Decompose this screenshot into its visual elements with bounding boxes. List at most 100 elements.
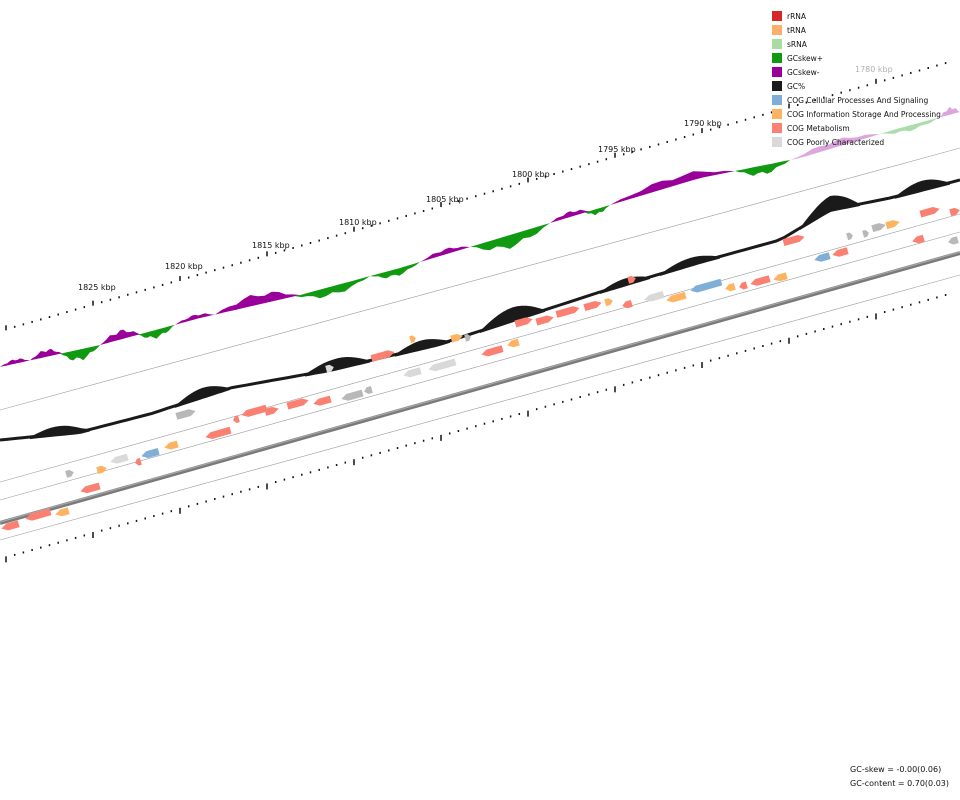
gene-arrow bbox=[948, 236, 959, 245]
kbp-label: 1795 kbp bbox=[598, 145, 636, 154]
gene-arrow bbox=[725, 282, 736, 292]
gene-arrow bbox=[96, 465, 107, 475]
gc-content-line bbox=[0, 178, 960, 442]
kbp-label: 1820 kbp bbox=[165, 262, 203, 271]
kbp-label: 1815 kbp bbox=[252, 241, 290, 250]
gene-arrow bbox=[832, 247, 849, 257]
legend-item-gc-percent: GC% bbox=[772, 79, 958, 93]
legend-swatch bbox=[772, 11, 782, 21]
kbp-label: 1825 kbp bbox=[78, 283, 116, 292]
legend-item-cog-information: COG Information Storage And Processing bbox=[772, 107, 958, 121]
legend-label: GCskew+ bbox=[787, 53, 824, 63]
gene-arrow bbox=[205, 426, 232, 439]
gene-arrow bbox=[164, 440, 179, 450]
legend-swatch bbox=[772, 81, 782, 91]
gc-skew-segment bbox=[175, 313, 215, 325]
gene-arrow bbox=[846, 232, 853, 241]
gene-arrow bbox=[409, 335, 416, 343]
gene-arrow bbox=[233, 415, 240, 424]
gene-arrow bbox=[364, 386, 373, 394]
gc-skew-segment bbox=[100, 329, 140, 345]
legend-item-srna: sRNA bbox=[772, 37, 958, 51]
gene-arrow bbox=[55, 507, 70, 517]
gc-skew-segment bbox=[470, 223, 550, 251]
legend-label: GCskew- bbox=[787, 67, 820, 77]
gene-arrow bbox=[25, 508, 52, 521]
gene-arrow bbox=[241, 404, 268, 417]
gc-skew-segment bbox=[370, 262, 420, 279]
legend-swatch bbox=[772, 25, 782, 35]
gene-arrow bbox=[450, 333, 463, 343]
gc-skew-segment bbox=[215, 291, 300, 315]
gene-arrow bbox=[325, 364, 334, 373]
gc-skew-segment bbox=[790, 134, 880, 160]
gc-content-stat: GC-content = 0.70(0.03) bbox=[850, 779, 949, 788]
legend-swatch bbox=[772, 53, 782, 63]
gene-arrow bbox=[690, 278, 723, 293]
gene-arrow bbox=[175, 409, 196, 420]
gene-arrow bbox=[535, 315, 554, 326]
gc-skew-segment bbox=[0, 358, 30, 367]
track-guide-line bbox=[0, 213, 960, 483]
gene-arrow bbox=[286, 398, 309, 410]
gene-arrow bbox=[507, 338, 520, 348]
legend-label: COG Metabolism bbox=[787, 123, 850, 133]
feature-track bbox=[1, 206, 960, 531]
legend-swatch bbox=[772, 109, 782, 119]
gc-skew-segment bbox=[585, 205, 610, 216]
gene-arrow bbox=[644, 291, 665, 302]
kbp-label: 1780 kbp bbox=[855, 65, 893, 74]
gene-arrow bbox=[750, 275, 771, 286]
gc-skew-segment bbox=[420, 246, 470, 262]
legend-swatch bbox=[772, 123, 782, 133]
backbone-line bbox=[0, 251, 960, 525]
gene-arrow bbox=[428, 358, 457, 372]
gene-arrow bbox=[739, 281, 748, 290]
legend-label: GC% bbox=[787, 81, 806, 91]
legend-item-cog-poorly: COG Poorly Characterized bbox=[772, 135, 958, 149]
backbone-highlight bbox=[0, 251, 960, 523]
gene-arrow bbox=[135, 458, 142, 466]
legend-swatch bbox=[772, 137, 782, 147]
gene-arrow bbox=[403, 367, 422, 378]
gc-skew-segment bbox=[295, 276, 370, 299]
gene-arrow bbox=[871, 223, 886, 233]
gene-arrow bbox=[141, 447, 160, 458]
gene-arrow bbox=[862, 229, 869, 238]
gc-skew-segment bbox=[940, 106, 960, 118]
gene-arrow bbox=[313, 395, 332, 406]
gene-arrow bbox=[264, 406, 279, 416]
track-guide-line bbox=[0, 231, 960, 501]
gene-arrow bbox=[1, 520, 20, 531]
legend-label: COG Cellular Processes And Signaling bbox=[787, 95, 929, 105]
legend-item-rrna: rRNA bbox=[772, 9, 958, 23]
gene-arrow bbox=[583, 301, 602, 312]
legend-label: sRNA bbox=[787, 39, 807, 49]
legend-label: COG Information Storage And Processing bbox=[787, 109, 941, 119]
gc-skew-segment bbox=[550, 209, 590, 223]
legend-swatch bbox=[772, 39, 782, 49]
legend-item-cog-cellular: COG Cellular Processes And Signaling bbox=[772, 93, 958, 107]
gc-skew-stat: GC-skew = -0.00(0.06) bbox=[850, 765, 942, 774]
track-guide-lines bbox=[0, 147, 960, 541]
gene-arrow bbox=[65, 469, 74, 478]
gc-skew-segment bbox=[30, 348, 62, 361]
legend-swatch bbox=[772, 95, 782, 105]
legend-label: rRNA bbox=[787, 11, 807, 21]
gene-arrow bbox=[110, 453, 129, 464]
gene-arrow bbox=[370, 350, 395, 362]
gene-arrow bbox=[885, 220, 900, 230]
legend: rRNA tRNA sRNA GCskew+ GCskew- GC% COG C… bbox=[772, 9, 958, 149]
gene-arrow bbox=[814, 252, 831, 262]
kbp-label: 1810 kbp bbox=[339, 218, 377, 227]
gc-skew-segment bbox=[610, 170, 735, 205]
legend-swatch bbox=[772, 67, 782, 77]
gene-arrow bbox=[514, 317, 533, 328]
kbp-label: 1790 kbp bbox=[684, 119, 722, 128]
gc-skew-segment bbox=[880, 117, 940, 134]
kbp-label: 1800 kbp bbox=[512, 170, 550, 179]
gene-arrow bbox=[919, 206, 940, 218]
gene-arrow bbox=[604, 298, 613, 307]
gc-content-segment bbox=[800, 195, 860, 230]
